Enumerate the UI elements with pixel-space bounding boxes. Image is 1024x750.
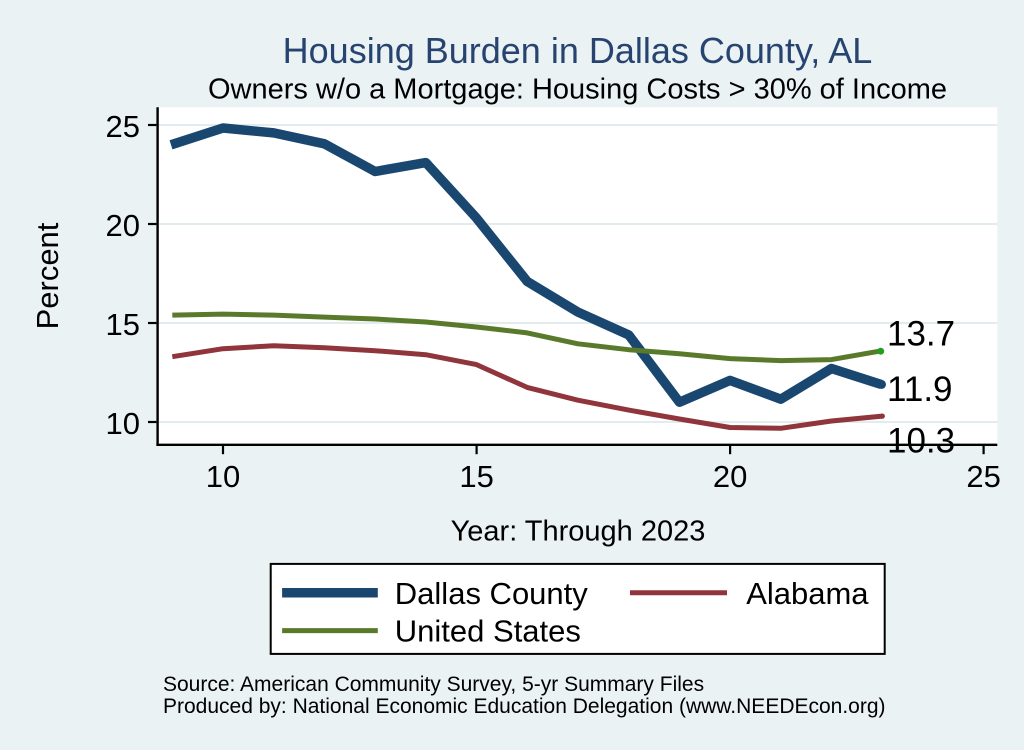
svg-text:10: 10: [206, 459, 240, 494]
svg-text:Owners w/o a Mortgage: Housing: Owners w/o a Mortgage: Housing Costs > 3…: [208, 74, 947, 106]
svg-text:Percent: Percent: [30, 222, 65, 329]
svg-text:Source: American Community Sur: Source: American Community Survey, 5-yr …: [163, 673, 704, 696]
svg-text:Produced by: National Economic: Produced by: National Economic Education…: [163, 695, 886, 718]
svg-text:Dallas County: Dallas County: [395, 576, 588, 611]
svg-text:Year: Through 2023: Year: Through 2023: [451, 516, 706, 548]
svg-text:10.3: 10.3: [887, 421, 955, 460]
svg-text:15: 15: [459, 459, 493, 494]
svg-text:Alabama: Alabama: [746, 576, 869, 611]
svg-text:25: 25: [966, 459, 1000, 494]
svg-text:10: 10: [106, 406, 140, 441]
svg-text:25: 25: [106, 109, 140, 144]
svg-text:15: 15: [106, 307, 140, 342]
svg-text:Housing Burden in Dallas Count: Housing Burden in Dallas County, AL: [283, 30, 873, 71]
svg-text:20: 20: [106, 208, 140, 243]
svg-text:13.7: 13.7: [887, 315, 955, 354]
svg-text:20: 20: [713, 459, 747, 494]
svg-text:11.9: 11.9: [887, 370, 953, 409]
svg-text:United States: United States: [395, 614, 581, 649]
